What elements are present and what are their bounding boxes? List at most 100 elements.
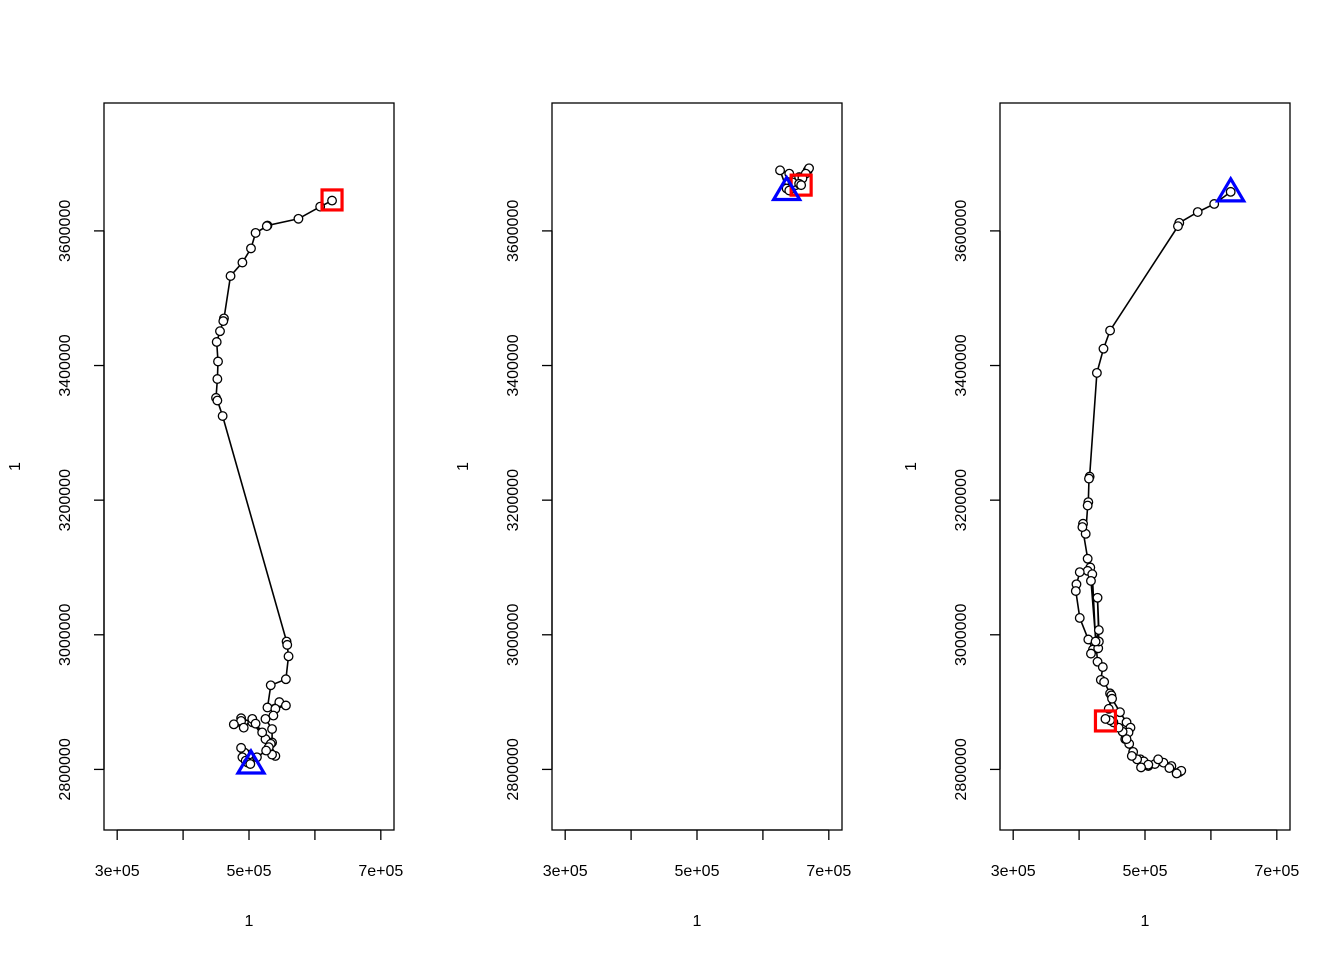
data-point: [1084, 473, 1094, 484]
y-tick-label: 2800000: [953, 738, 970, 800]
x-tick-label: 7e+05: [806, 863, 851, 880]
data-point: [327, 195, 337, 206]
chart-panel-1: 3e+05 5e+05 7e+05 2800000 3000000 3200000 3400…: [7, 102, 403, 930]
x-tick-label: 5e+05: [675, 863, 720, 880]
y-tick-label: 2800000: [57, 738, 74, 800]
x-axis-label: 1: [1141, 913, 1150, 930]
data-point: [1082, 500, 1093, 511]
data-point: [293, 213, 304, 224]
y-tick-label: 3200000: [505, 469, 522, 531]
x-tick-label: 3e+05: [95, 863, 140, 880]
data-point: [1126, 751, 1137, 761]
data-point: [261, 221, 272, 232]
data-point: [237, 257, 248, 268]
start-marker-triangle: [770, 174, 803, 202]
data-point: [1121, 734, 1132, 745]
data-point: [213, 356, 223, 367]
x-axis-label: 1: [245, 913, 254, 930]
data-point: [217, 411, 228, 421]
data-point: [1171, 768, 1182, 779]
y-tick-label: 3600000: [953, 200, 970, 262]
x-axis: 3e+05 5e+05 7e+05: [543, 829, 851, 880]
data-point: [1091, 367, 1102, 378]
data-point: [283, 651, 294, 662]
x-tick-label: 5e+05: [1123, 863, 1168, 880]
y-tick-label: 3400000: [953, 334, 970, 396]
y-tick-label: 3400000: [505, 334, 522, 396]
data-point: [228, 719, 239, 730]
data-point: [250, 227, 261, 238]
data-point: [1164, 763, 1175, 774]
y-tick-label: 3000000: [505, 604, 522, 666]
data-point: [1093, 625, 1104, 636]
data-point: [1192, 207, 1203, 218]
data-point: [1098, 343, 1109, 354]
data-point: [1097, 662, 1108, 673]
data-point: [260, 713, 271, 724]
end-marker-square: [320, 188, 344, 212]
x-axis: 3e+05 5e+05 7e+05: [95, 829, 403, 880]
data-point: [211, 337, 222, 347]
data-point: [265, 680, 276, 691]
x-tick-label: 3e+05: [991, 863, 1036, 880]
data-point: [1173, 221, 1183, 232]
y-axis-label: 1: [455, 462, 472, 471]
y-tick-label: 3000000: [57, 604, 74, 666]
data-point: [1225, 186, 1236, 197]
y-tick-label: 3600000: [57, 200, 74, 262]
data-point: [261, 745, 272, 756]
data-point: [1105, 325, 1116, 336]
data-point: [280, 674, 291, 685]
y-axis: 2800000 3000000 3200000 3400000 3600000: [953, 200, 1001, 801]
x-tick-label: 3e+05: [543, 863, 588, 880]
data-point: [1100, 713, 1111, 724]
data-point: [1099, 676, 1110, 687]
x-axis-label: 1: [693, 913, 702, 930]
data-point: [1077, 522, 1088, 533]
data-point: [262, 702, 273, 713]
data-point: [1092, 592, 1103, 603]
end-marker-square: [1093, 709, 1118, 733]
data-point: [218, 316, 229, 327]
y-axis: 2800000 3000000 3200000 3400000 3600000: [57, 200, 105, 801]
chart-panel-3: 3e+05 5e+05 7e+05 2800000 3000000 3200000 3400…: [903, 102, 1299, 930]
data-point: [267, 724, 278, 734]
data-point: [1090, 636, 1101, 647]
y-axis: 2800000 3000000 3200000 3400000 3600000: [505, 200, 553, 801]
y-tick-label: 3200000: [57, 469, 74, 531]
data-point: [1107, 693, 1117, 704]
data-point: [212, 374, 223, 384]
data-point: [225, 271, 236, 281]
data-point: [238, 722, 249, 733]
x-tick-label: 7e+05: [1254, 863, 1299, 880]
data-point: [280, 700, 291, 711]
data-point: [1136, 762, 1146, 773]
chart-panel-2: 3e+05 5e+05 7e+05 2800000 3000000 3200000 3400…: [455, 102, 851, 930]
y-tick-label: 2800000: [505, 738, 522, 800]
data-point: [1074, 613, 1085, 623]
data-point: [1153, 754, 1164, 765]
data-point: [257, 727, 268, 738]
x-tick-label: 5e+05: [227, 863, 272, 880]
data-point: [1086, 575, 1096, 586]
data-point: [245, 759, 256, 769]
x-axis: 3e+05 5e+05 7e+05: [991, 829, 1299, 880]
data-point: [215, 326, 225, 337]
data-point: [1074, 567, 1085, 578]
start-marker-triangle: [235, 747, 267, 775]
data-point: [775, 165, 785, 176]
series-1: [1070, 186, 1236, 779]
data-point: [1082, 553, 1093, 564]
data-point: [250, 718, 261, 729]
data-point: [796, 180, 807, 191]
x-tick-label: 7e+05: [358, 863, 403, 880]
data-point: [246, 243, 256, 254]
data-point: [1070, 586, 1081, 596]
series-1: [211, 195, 337, 769]
data-point: [236, 742, 247, 753]
y-axis-label: 1: [903, 462, 920, 471]
data-point: [282, 639, 293, 650]
y-axis-label: 1: [7, 462, 24, 471]
